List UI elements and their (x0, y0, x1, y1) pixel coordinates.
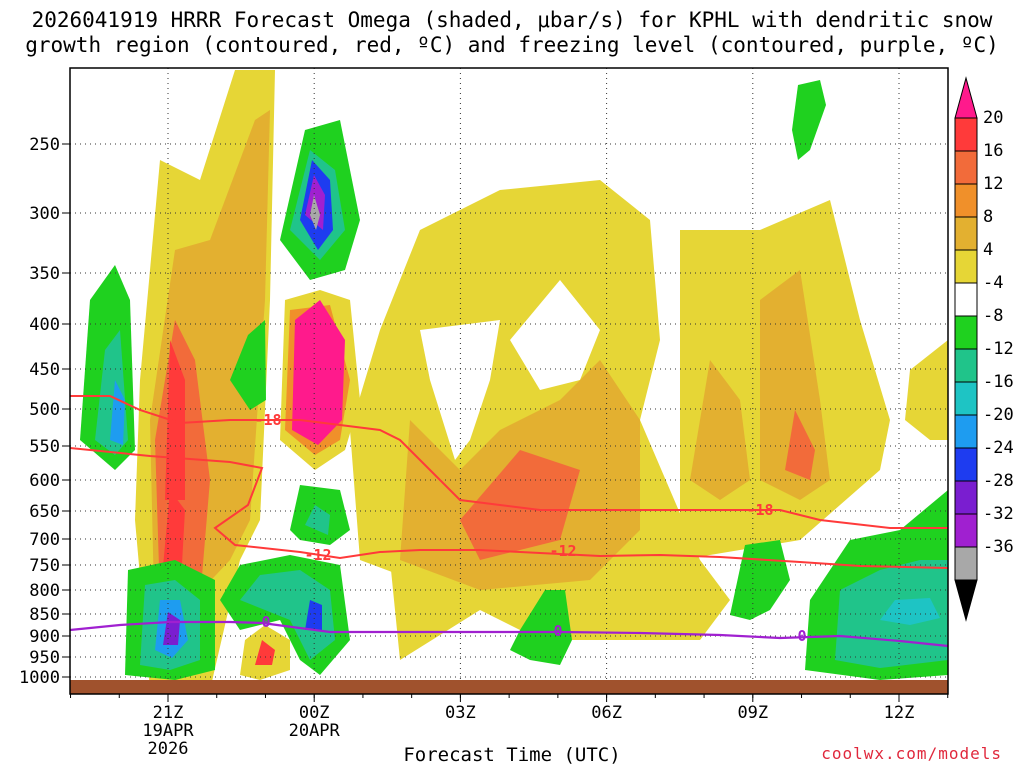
x-tick-label: 00Z (299, 703, 330, 723)
colorbar-label: -24 (983, 438, 1014, 458)
y-tick-label: 600 (29, 471, 60, 491)
orange-field-right2 (760, 270, 830, 500)
contours: -18 -18 -12 -12 0 0 0 (69, 395, 949, 648)
colorbar-label: -20 (983, 405, 1014, 425)
colorbar-swatch (954, 183, 978, 218)
yellow-field-edge (905, 340, 948, 440)
x-axis-title: Forecast Time (UTC) (403, 744, 621, 766)
colorbar-label: -32 (983, 504, 1014, 524)
y-tick-label: 950 (29, 648, 60, 668)
colorbar-swatch (954, 348, 978, 383)
x-tick-label: 09Z (737, 703, 768, 723)
y-tick-label: 700 (29, 530, 60, 550)
colorbar-label: -28 (983, 471, 1014, 491)
colorbar-swatch (954, 381, 978, 416)
x-tick-label: 06Z (591, 703, 622, 723)
credit-link[interactable]: coolwx.com/models (821, 744, 1002, 763)
colorbar-label: -8 (983, 306, 1003, 326)
y-tick-label: 550 (29, 437, 60, 457)
contour-freezing (69, 620, 949, 648)
teal-cell-mid2 (305, 505, 330, 535)
label-minus18-b: -18 (746, 501, 773, 519)
colorbar-swatch (954, 117, 978, 152)
omega-shading (80, 70, 948, 690)
colorbar-swatch (954, 216, 978, 251)
colorbar-label: 12 (983, 174, 1003, 194)
colorbar-arrow-bottom (954, 579, 978, 622)
purple-core-lowleft (163, 612, 180, 645)
y-tick-label: 750 (29, 556, 60, 576)
colorbar: 20 16 12 8 4 -4 -8 -12 -16 -20 -24 -28 -32 -36 (954, 76, 1014, 622)
red-core-left (165, 340, 185, 500)
green-cell-low06 (510, 590, 572, 665)
blue-cell-left (110, 380, 125, 445)
blue-cell-lowright (880, 598, 940, 625)
y-tick-label: 650 (29, 502, 60, 522)
colorbar-swatch (954, 414, 978, 449)
colorbar-swatch (954, 282, 978, 317)
contour-minus18 (70, 395, 948, 529)
label-minus18-a: -18 (254, 411, 281, 429)
chart-title-line1: 2026041919 HRRR Forecast Omega (shaded, … (31, 8, 993, 32)
chart-title-line2: growth region (contoured, red, ºC) and f… (25, 33, 999, 57)
label-minus12-b: -12 (549, 542, 576, 560)
x-tick-label: 12Z (884, 703, 915, 723)
white-hole-b (510, 280, 600, 390)
y-tick-label: 300 (29, 204, 60, 224)
white-hole-a (420, 320, 500, 460)
y-tick-label: 1000 (19, 668, 60, 688)
y-tick-label: 500 (29, 400, 60, 420)
colorbar-swatch (954, 447, 978, 482)
colorbar-swatch (954, 249, 978, 284)
label-freezing-c: 0 (797, 627, 806, 645)
y-tick-label: 450 (29, 360, 60, 380)
colorbar-label: 8 (983, 207, 993, 227)
x-tick-label: 21Z (153, 703, 184, 723)
contour-minus12 (69, 447, 949, 569)
teal-cell-low00z (240, 570, 335, 660)
green-cell-top-right (792, 80, 826, 160)
colorbar-label: -16 (983, 372, 1014, 392)
colorbar-label: -12 (983, 339, 1014, 359)
x-tick-date: 20APR (289, 721, 341, 741)
colorbar-label: 20 (983, 108, 1003, 128)
x-tick-date: 19APR (142, 721, 194, 741)
y-tick-label: 400 (29, 315, 60, 335)
colorbar-label: -4 (983, 273, 1003, 293)
dark-orange-right (785, 410, 815, 480)
green-cell-mid (230, 320, 266, 410)
y-axis: 2503003504004505005506006507007508008509… (19, 135, 70, 688)
colorbar-swatch (954, 546, 978, 581)
y-tick-label: 350 (29, 264, 60, 284)
y-tick-label: 250 (29, 135, 60, 155)
blue-cell-low00z (305, 600, 322, 630)
colorbar-label: -36 (983, 537, 1014, 557)
colorbar-label: 16 (983, 141, 1003, 161)
colorbar-arrow-top (954, 76, 978, 119)
y-tick-label: 850 (29, 605, 60, 625)
colorbar-swatch (954, 315, 978, 350)
gridlines (70, 68, 948, 680)
x-tick-label: 03Z (445, 703, 476, 723)
y-tick-label: 800 (29, 581, 60, 601)
colorbar-swatch (954, 480, 978, 515)
label-minus12-a: -12 (304, 546, 331, 564)
red-cell-low (255, 640, 275, 665)
yellow-field-center-low (390, 560, 650, 660)
ground-strip (70, 680, 948, 694)
label-freezing-a: 0 (261, 613, 270, 631)
label-freezing-b: 0 (553, 622, 562, 640)
orange-field-right (690, 360, 750, 500)
dark-orange-center (460, 450, 580, 560)
colorbar-label: 4 (983, 240, 993, 260)
colorbar-swatch (954, 150, 978, 185)
colorbar-swatch (954, 513, 978, 548)
y-tick-label: 900 (29, 627, 60, 647)
x-tick-year: 2026 (148, 739, 189, 759)
